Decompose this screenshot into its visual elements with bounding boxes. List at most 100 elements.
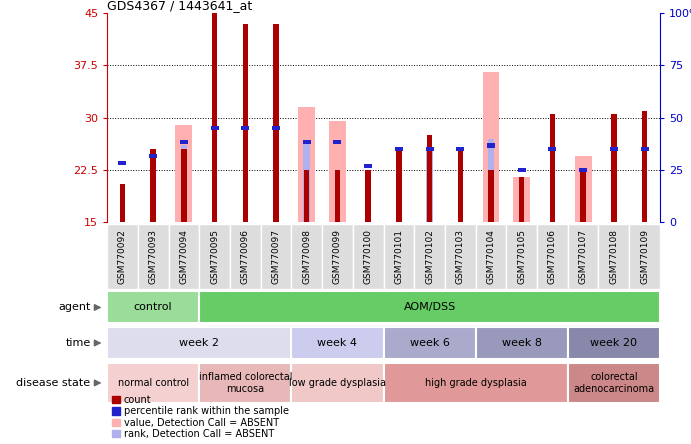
Text: week 2: week 2 [179, 338, 219, 348]
Text: low grade dysplasia: low grade dysplasia [289, 378, 386, 388]
FancyBboxPatch shape [568, 224, 598, 289]
Bar [513, 177, 530, 222]
Text: disease state: disease state [17, 378, 91, 388]
Bar [151, 149, 156, 222]
Bar [396, 149, 401, 222]
Bar [489, 170, 494, 222]
FancyBboxPatch shape [384, 363, 568, 403]
Text: GSM770102: GSM770102 [425, 230, 434, 284]
Bar [611, 114, 616, 222]
Bar [120, 184, 125, 222]
Text: GSM770101: GSM770101 [395, 230, 404, 284]
FancyBboxPatch shape [107, 224, 138, 289]
FancyBboxPatch shape [199, 291, 660, 323]
FancyBboxPatch shape [537, 224, 568, 289]
FancyBboxPatch shape [199, 363, 292, 403]
Text: GSM770104: GSM770104 [486, 230, 495, 284]
Text: GSM770094: GSM770094 [180, 230, 189, 284]
Bar [241, 126, 249, 130]
Bar [395, 147, 403, 151]
FancyBboxPatch shape [384, 224, 414, 289]
Bar [176, 125, 192, 222]
Bar [610, 147, 618, 151]
Bar [519, 177, 524, 222]
Bar [303, 140, 311, 144]
Bar [149, 154, 157, 158]
Text: GSM770105: GSM770105 [517, 230, 527, 284]
Text: week 4: week 4 [317, 338, 357, 348]
Bar [334, 140, 341, 144]
Bar [212, 13, 218, 222]
Bar [457, 149, 463, 222]
Bar [518, 168, 526, 172]
Text: GSM770092: GSM770092 [118, 230, 127, 284]
Bar [211, 126, 218, 130]
Text: inflamed colorectal
mucosa: inflamed colorectal mucosa [198, 372, 292, 394]
Bar [273, 24, 278, 222]
FancyBboxPatch shape [292, 327, 384, 359]
FancyBboxPatch shape [107, 291, 199, 323]
Bar [329, 121, 346, 222]
Bar [366, 170, 371, 222]
Text: normal control: normal control [117, 378, 189, 388]
Text: GDS4367 / 1443641_at: GDS4367 / 1443641_at [107, 0, 252, 12]
Text: GSM770103: GSM770103 [456, 230, 465, 284]
FancyBboxPatch shape [169, 224, 199, 289]
FancyBboxPatch shape [384, 327, 475, 359]
Bar [304, 170, 310, 222]
FancyBboxPatch shape [414, 224, 445, 289]
FancyBboxPatch shape [507, 224, 537, 289]
FancyBboxPatch shape [261, 224, 292, 289]
Bar [299, 107, 315, 222]
Bar [641, 147, 649, 151]
Text: time: time [65, 338, 91, 348]
Bar [579, 168, 587, 172]
Bar [488, 139, 494, 222]
Bar [181, 149, 187, 222]
Bar [303, 142, 310, 222]
FancyBboxPatch shape [568, 327, 660, 359]
FancyBboxPatch shape [445, 224, 475, 289]
Text: GSM770096: GSM770096 [240, 230, 250, 284]
Text: GSM770097: GSM770097 [272, 230, 281, 284]
Text: GSM770106: GSM770106 [548, 230, 557, 284]
Text: GSM770095: GSM770095 [210, 230, 219, 284]
Text: GSM770099: GSM770099 [333, 230, 342, 284]
Text: week 8: week 8 [502, 338, 542, 348]
Bar [427, 135, 433, 222]
FancyBboxPatch shape [568, 363, 660, 403]
Bar [575, 156, 591, 222]
FancyBboxPatch shape [475, 224, 507, 289]
FancyBboxPatch shape [630, 224, 660, 289]
Text: GSM770093: GSM770093 [149, 230, 158, 284]
Bar [642, 111, 647, 222]
Text: GSM770100: GSM770100 [363, 230, 372, 284]
Bar [426, 149, 433, 222]
Text: GSM770108: GSM770108 [609, 230, 618, 284]
FancyBboxPatch shape [107, 363, 199, 403]
Bar [549, 147, 556, 151]
Bar [272, 126, 280, 130]
Text: GSM770109: GSM770109 [640, 230, 649, 284]
FancyBboxPatch shape [199, 224, 230, 289]
Text: agent: agent [58, 302, 91, 313]
Text: week 6: week 6 [410, 338, 450, 348]
Bar [273, 142, 279, 222]
Bar [482, 72, 500, 222]
Bar [334, 170, 340, 222]
FancyBboxPatch shape [107, 327, 292, 359]
FancyBboxPatch shape [322, 224, 353, 289]
Text: GSM770098: GSM770098 [302, 230, 311, 284]
Bar [487, 143, 495, 147]
FancyBboxPatch shape [138, 224, 169, 289]
Legend: count, percentile rank within the sample, value, Detection Call = ABSENT, rank, : count, percentile rank within the sample… [112, 395, 289, 439]
Bar [180, 146, 187, 222]
Bar [243, 24, 248, 222]
FancyBboxPatch shape [475, 327, 568, 359]
FancyBboxPatch shape [292, 363, 384, 403]
Text: colorectal
adenocarcinoma: colorectal adenocarcinoma [574, 372, 654, 394]
Bar [549, 114, 555, 222]
Text: control: control [134, 302, 173, 313]
Bar [580, 170, 586, 222]
Text: GSM770107: GSM770107 [578, 230, 587, 284]
